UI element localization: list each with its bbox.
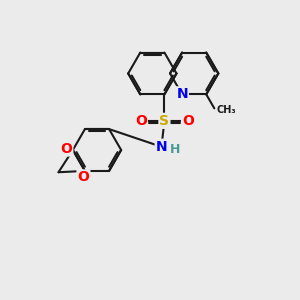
Text: O: O <box>60 142 72 155</box>
Text: O: O <box>135 114 147 128</box>
Text: N: N <box>176 87 188 101</box>
Text: O: O <box>182 114 194 128</box>
Text: H: H <box>170 142 181 156</box>
Text: N: N <box>156 140 167 154</box>
Text: CH₃: CH₃ <box>217 105 236 115</box>
Text: O: O <box>77 170 89 184</box>
Text: S: S <box>159 114 170 128</box>
